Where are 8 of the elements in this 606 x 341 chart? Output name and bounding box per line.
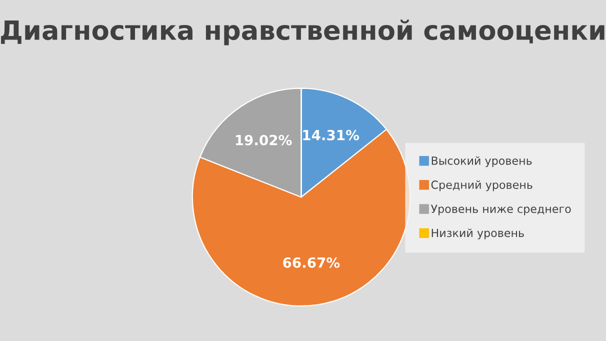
- data-label: 14.31%: [303, 130, 360, 140]
- data-label: 19.02%: [236, 134, 292, 146]
- legend-label: Уровень ниже среднего: [430, 204, 571, 216]
- chart-title: Диагностика нравственной самооценки: [1, 20, 604, 46]
- legend-label: Высокий уровень: [432, 156, 532, 168]
- legend-label: Средний уровень: [431, 180, 532, 192]
- legend-label: Низкий уровень: [432, 228, 524, 240]
- data-label: 66.67%: [283, 257, 340, 268]
